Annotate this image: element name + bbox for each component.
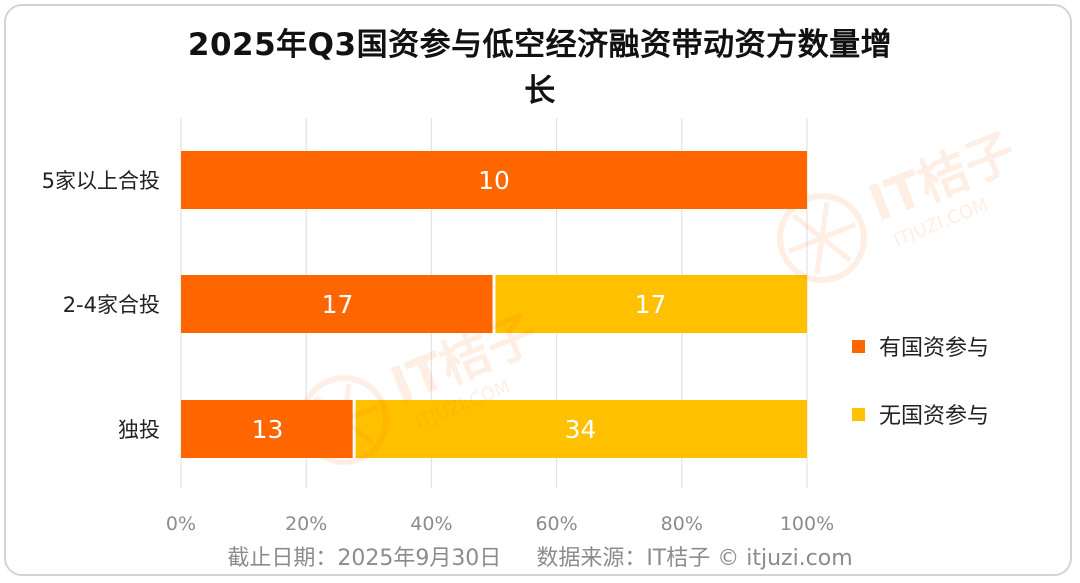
watermark-circle (777, 193, 867, 283)
watermark-spoke (819, 202, 830, 239)
x-tick-label: 0% (166, 513, 196, 535)
watermark-spoke (341, 384, 352, 421)
x-tick-label: 60% (535, 513, 577, 535)
bar-segment (494, 275, 807, 333)
watermark-spoke (820, 236, 852, 263)
x-tick-labels: 0% 20% 40% 60% 80% 100% (166, 513, 834, 535)
chart-title-line-1: 2025年Q3国资参与低空经济融资带动资方数量增 (187, 27, 893, 63)
footer-date: 截止日期：2025年9月30日 (227, 546, 502, 571)
bar-value-label: 17 (322, 290, 354, 319)
watermark-spoke (814, 237, 825, 274)
category-label: 2-4家合投 (63, 293, 160, 317)
watermark-spoke (336, 419, 347, 456)
category-label: 5家以上合投 (42, 169, 160, 193)
bar-value-label: 34 (565, 415, 597, 444)
watermark-spoke (309, 417, 345, 436)
bar-segment (181, 275, 494, 333)
legend-label: 有国资参与 (879, 336, 989, 361)
bars: 10 17 17 13 34 (181, 151, 807, 458)
x-tick-label: 100% (780, 513, 834, 535)
legend-label: 无国资参与 (879, 404, 989, 429)
watermark-circle (299, 375, 389, 465)
bar-value-label: 10 (478, 166, 510, 195)
watermark-spoke (787, 235, 823, 254)
footer: 截止日期：2025年9月30日 数据来源：IT桔子 © itjuzi.com (0, 540, 1080, 572)
bar-segment (354, 400, 807, 458)
bar-value-label: 17 (635, 290, 667, 319)
chart-title: 2025年Q3国资参与低空经济融资带动资方数量增 长 (0, 22, 1080, 114)
watermark-spoke (342, 418, 374, 445)
legend-swatch (852, 340, 865, 353)
category-label: 独投 (118, 418, 160, 442)
bar-segment (181, 400, 355, 458)
watermark-spoke (792, 213, 824, 240)
bar-value-label: 13 (252, 415, 284, 444)
x-tick-label: 20% (285, 513, 327, 535)
watermark-spoke (314, 395, 346, 422)
legend-swatch (852, 408, 865, 421)
x-tick-label: 40% (410, 513, 452, 535)
x-tick-label: 80% (661, 513, 703, 535)
watermark-spoke (821, 222, 857, 241)
bar-segment (181, 151, 807, 209)
footer-source: 数据来源：IT桔子 © itjuzi.com (536, 546, 853, 571)
watermark-spoke (343, 404, 379, 423)
chart-title-line-2: 长 (524, 73, 556, 109)
